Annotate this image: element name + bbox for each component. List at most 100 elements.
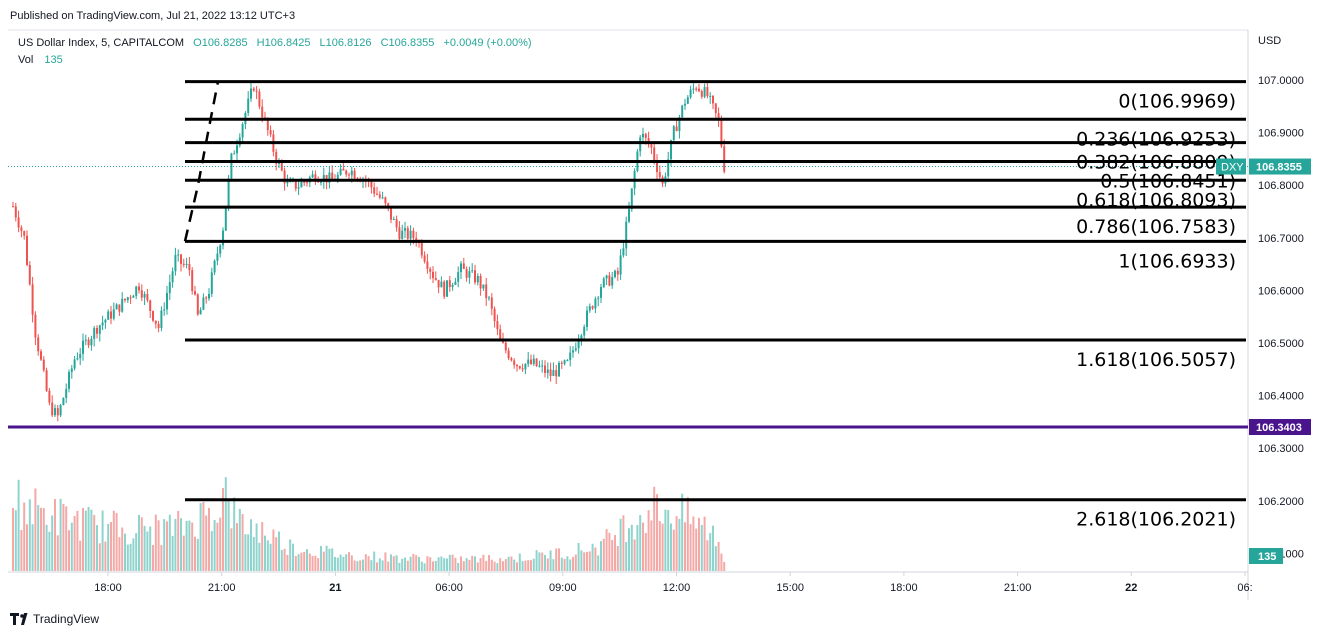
volume-bar	[283, 548, 286, 571]
candle	[255, 86, 258, 100]
volume-bar	[577, 542, 580, 571]
volume-badge-value: 135	[1258, 551, 1276, 563]
volume-bar	[418, 556, 420, 571]
candle	[199, 307, 202, 315]
volume-bar	[709, 533, 712, 571]
tradingview-logo-slash	[21, 613, 28, 625]
candle	[549, 362, 552, 382]
volume-bar	[488, 555, 490, 571]
candle	[700, 89, 703, 99]
volume-bar	[376, 562, 378, 571]
price-tick-label: 106.8000	[1258, 180, 1304, 192]
volume-bar	[712, 525, 714, 571]
volume-bar	[675, 516, 678, 571]
volume-bar	[555, 548, 558, 571]
candle	[401, 224, 404, 240]
time-axis[interactable]: 18:00 21:00 21 06:00 09:00 12:00 15:00 18:00 21:…	[94, 572, 1253, 594]
candle	[353, 167, 356, 179]
volume-bar	[432, 561, 434, 571]
candle	[339, 164, 342, 176]
candle	[639, 134, 642, 157]
volume-bar	[723, 561, 726, 571]
volume-bar	[224, 477, 227, 571]
volume-bar	[510, 556, 513, 571]
volume-bar	[681, 493, 684, 571]
volume-bar	[350, 555, 353, 571]
candle	[583, 324, 586, 339]
candle	[56, 404, 59, 422]
volume-bar	[250, 519, 252, 571]
candle	[233, 150, 236, 155]
fib-trend-line[interactable]	[183, 81, 220, 242]
candle	[51, 395, 54, 418]
candle	[37, 334, 40, 356]
volume-bar	[73, 515, 76, 571]
candle	[54, 404, 56, 418]
legend-vol-label: Vol	[18, 54, 33, 66]
candle	[384, 196, 387, 207]
volume-bar	[42, 508, 45, 571]
volume-bar	[244, 534, 247, 571]
candle	[448, 275, 451, 292]
candle	[706, 81, 709, 99]
volume-bar	[317, 558, 320, 571]
volume-bar	[34, 488, 37, 571]
volume-bar	[614, 535, 616, 571]
fibonacci-extension[interactable]: 0(106.9969)0.236(106.9253)0.382(106.8809…	[183, 80, 1246, 531]
volume-bar	[272, 529, 275, 571]
volume-bar	[177, 510, 180, 571]
candle	[496, 314, 499, 336]
volume-bar	[166, 521, 168, 571]
volume-bar	[325, 545, 328, 571]
volume-bar	[597, 555, 600, 571]
volume-bar	[412, 553, 415, 571]
volume-bar	[572, 556, 574, 571]
candle	[93, 325, 96, 347]
candle	[65, 383, 68, 404]
tradingview-logo[interactable]: TradingView	[10, 612, 99, 626]
candle	[518, 365, 521, 370]
volume-bar	[292, 543, 294, 571]
fib-level-label: 0.786(106.7583)	[1076, 216, 1236, 238]
time-tick-label: 22	[1125, 582, 1137, 594]
volume-bar	[493, 561, 496, 571]
candle	[468, 266, 471, 284]
candle	[185, 257, 188, 269]
volume-bar	[87, 507, 90, 571]
volume-bar	[230, 528, 233, 571]
tradingview-brand: TradingView	[33, 612, 99, 626]
volume-bar	[437, 557, 440, 571]
volume-bar	[446, 558, 448, 571]
time-tick-label: 09:00	[549, 582, 577, 594]
candle	[138, 282, 140, 294]
candle	[40, 349, 42, 362]
volume-bar	[76, 510, 79, 571]
volume-bar	[115, 513, 118, 571]
volume-bar	[468, 559, 471, 571]
candle	[521, 363, 524, 372]
legend-low: L106.8126	[320, 37, 372, 49]
volume-bar	[286, 554, 289, 571]
candle	[124, 298, 126, 303]
candle	[96, 325, 98, 339]
candle	[625, 216, 628, 256]
candle	[460, 261, 462, 279]
candle	[488, 295, 490, 301]
volume-bar	[384, 552, 387, 571]
candle	[143, 291, 146, 305]
candle	[532, 354, 535, 366]
candle	[252, 86, 255, 92]
last-price-badge: DXY 106.8355	[1216, 158, 1311, 175]
candle	[454, 277, 457, 286]
volume-bar	[367, 556, 370, 571]
candle	[541, 359, 544, 373]
candle	[485, 277, 488, 306]
volume-bar	[258, 542, 261, 571]
price-tick-label: 106.6000	[1258, 285, 1304, 297]
candle	[180, 253, 182, 272]
candle	[703, 83, 706, 99]
volume-bar	[499, 558, 502, 571]
volume-bar	[168, 514, 171, 571]
legend-open: O106.8285	[193, 37, 247, 49]
